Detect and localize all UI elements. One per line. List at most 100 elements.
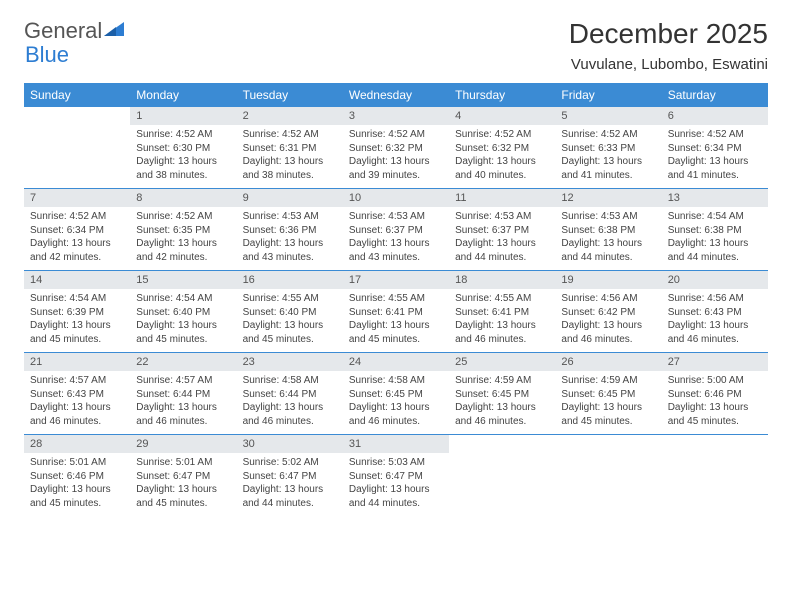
sunset-text: Sunset: 6:31 PM xyxy=(243,142,337,156)
day-body: Sunrise: 4:57 AMSunset: 6:43 PMDaylight:… xyxy=(24,371,130,434)
day-body: Sunrise: 4:53 AMSunset: 6:36 PMDaylight:… xyxy=(237,207,343,270)
day-body: Sunrise: 4:52 AMSunset: 6:33 PMDaylight:… xyxy=(555,125,661,188)
sunset-text: Sunset: 6:47 PM xyxy=(349,470,443,484)
daylight-text: Daylight: 13 hours and 44 minutes. xyxy=(561,237,655,264)
calendar-cell: 15Sunrise: 4:54 AMSunset: 6:40 PMDayligh… xyxy=(130,271,236,352)
sunrise-text: Sunrise: 4:52 AM xyxy=(243,128,337,142)
daylight-text: Daylight: 13 hours and 41 minutes. xyxy=(561,155,655,182)
calendar-cell: 11Sunrise: 4:53 AMSunset: 6:37 PMDayligh… xyxy=(449,189,555,270)
day-body: Sunrise: 4:55 AMSunset: 6:40 PMDaylight:… xyxy=(237,289,343,352)
sunrise-text: Sunrise: 4:52 AM xyxy=(30,210,124,224)
calendar-row: 21Sunrise: 4:57 AMSunset: 6:43 PMDayligh… xyxy=(24,353,768,435)
calendar-cell: 14Sunrise: 4:54 AMSunset: 6:39 PMDayligh… xyxy=(24,271,130,352)
sunset-text: Sunset: 6:44 PM xyxy=(243,388,337,402)
daylight-text: Daylight: 13 hours and 42 minutes. xyxy=(30,237,124,264)
calendar-row: 1Sunrise: 4:52 AMSunset: 6:30 PMDaylight… xyxy=(24,107,768,189)
day-number: 13 xyxy=(662,189,768,207)
daylight-text: Daylight: 13 hours and 46 minutes. xyxy=(455,319,549,346)
sunset-text: Sunset: 6:43 PM xyxy=(668,306,762,320)
daylight-text: Daylight: 13 hours and 45 minutes. xyxy=(30,483,124,510)
day-body: Sunrise: 4:52 AMSunset: 6:34 PMDaylight:… xyxy=(662,125,768,188)
logo: General xyxy=(24,18,124,44)
sunrise-text: Sunrise: 4:59 AM xyxy=(455,374,549,388)
sunset-text: Sunset: 6:39 PM xyxy=(30,306,124,320)
day-number: 28 xyxy=(24,435,130,453)
day-body: Sunrise: 4:52 AMSunset: 6:32 PMDaylight:… xyxy=(449,125,555,188)
sunrise-text: Sunrise: 5:03 AM xyxy=(349,456,443,470)
day-number: 5 xyxy=(555,107,661,125)
daylight-text: Daylight: 13 hours and 44 minutes. xyxy=(455,237,549,264)
day-body: Sunrise: 4:53 AMSunset: 6:38 PMDaylight:… xyxy=(555,207,661,270)
sunset-text: Sunset: 6:40 PM xyxy=(243,306,337,320)
sunrise-text: Sunrise: 4:53 AM xyxy=(243,210,337,224)
calendar-cell: 20Sunrise: 4:56 AMSunset: 6:43 PMDayligh… xyxy=(662,271,768,352)
calendar-cell: 31Sunrise: 5:03 AMSunset: 6:47 PMDayligh… xyxy=(343,435,449,516)
sunrise-text: Sunrise: 4:52 AM xyxy=(455,128,549,142)
sunrise-text: Sunrise: 4:54 AM xyxy=(136,292,230,306)
sunrise-text: Sunrise: 4:52 AM xyxy=(668,128,762,142)
calendar-row: 14 Sunrise: 4:54 AM Sunset: 6:39 PM Dayligh… xyxy=(24,271,768,353)
day-number: 27 xyxy=(662,353,768,371)
calendar-cell: 10Sunrise: 4:53 AMSunset: 6:37 PMDayligh… xyxy=(343,189,449,270)
day-number: 23 xyxy=(237,353,343,371)
day-number: 20 xyxy=(662,271,768,289)
page-title: December 2025 xyxy=(569,18,768,50)
daylight-text: Daylight: 13 hours and 46 minutes. xyxy=(30,401,124,428)
calendar-cell: 21Sunrise: 4:57 AMSunset: 6:43 PMDayligh… xyxy=(24,353,130,434)
day-number: 31 xyxy=(343,435,449,453)
day-number: 26 xyxy=(555,353,661,371)
daylight-text: Daylight: 13 hours and 39 minutes. xyxy=(349,155,443,182)
calendar-cell: 3Sunrise: 4:52 AMSunset: 6:32 PMDaylight… xyxy=(343,107,449,188)
day-number: 9 xyxy=(237,189,343,207)
sunrise-text: Sunrise: 4:55 AM xyxy=(455,292,549,306)
daylight-text: Daylight: 13 hours and 45 minutes. xyxy=(136,483,230,510)
calendar: Sunday Monday Tuesday Wednesday Thursday… xyxy=(24,83,768,516)
day-body: Sunrise: 4:52 AMSunset: 6:34 PMDaylight:… xyxy=(24,207,130,270)
day-number: 4 xyxy=(449,107,555,125)
day-body: Sunrise: 4:52 AMSunset: 6:32 PMDaylight:… xyxy=(343,125,449,188)
day-number: 2 xyxy=(237,107,343,125)
daylight-text: Daylight: 13 hours and 43 minutes. xyxy=(243,237,337,264)
sunrise-text: Sunrise: 4:52 AM xyxy=(136,128,230,142)
daylight-text: Daylight: 13 hours and 45 minutes. xyxy=(561,401,655,428)
sunset-text: Sunset: 6:45 PM xyxy=(349,388,443,402)
calendar-cell: 13Sunrise: 4:54 AMSunset: 6:38 PMDayligh… xyxy=(662,189,768,270)
day-number: 11 xyxy=(449,189,555,207)
page-header: General December 2025 Vuvulane, Lubombo,… xyxy=(24,18,768,73)
day-body: Sunrise: 5:01 AMSunset: 6:46 PMDaylight:… xyxy=(24,453,130,516)
day-number: 12 xyxy=(555,189,661,207)
day-body: Sunrise: 4:58 AMSunset: 6:45 PMDaylight:… xyxy=(343,371,449,434)
day-body: Sunrise: 5:01 AMSunset: 6:47 PMDaylight:… xyxy=(130,453,236,516)
calendar-cell: 18Sunrise: 4:55 AMSunset: 6:41 PMDayligh… xyxy=(449,271,555,352)
daylight-text: Daylight: 13 hours and 46 minutes. xyxy=(243,401,337,428)
logo-text-general: General xyxy=(24,18,102,44)
calendar-cell: 17Sunrise: 4:55 AMSunset: 6:41 PMDayligh… xyxy=(343,271,449,352)
daylight-text: Daylight: 13 hours and 43 minutes. xyxy=(349,237,443,264)
calendar-cell xyxy=(662,435,768,516)
sunset-text: Sunset: 6:34 PM xyxy=(30,224,124,238)
sunrise-text: Sunrise: 4:59 AM xyxy=(561,374,655,388)
day-header: Monday xyxy=(130,83,236,107)
daylight-text: Daylight: 13 hours and 44 minutes. xyxy=(243,483,337,510)
daylight-text: Daylight: 13 hours and 38 minutes. xyxy=(243,155,337,182)
calendar-cell: 7Sunrise: 4:52 AMSunset: 6:34 PMDaylight… xyxy=(24,189,130,270)
sunset-text: Sunset: 6:30 PM xyxy=(136,142,230,156)
calendar-cell: 8Sunrise: 4:52 AMSunset: 6:35 PMDaylight… xyxy=(130,189,236,270)
sunrise-text: Sunrise: 4:57 AM xyxy=(136,374,230,388)
daylight-text: Daylight: 13 hours and 46 minutes. xyxy=(668,319,762,346)
daylight-text: Daylight: 13 hours and 38 minutes. xyxy=(136,155,230,182)
day-body: Sunrise: 4:54 AMSunset: 6:40 PMDaylight:… xyxy=(130,289,236,352)
day-number: 1 xyxy=(130,107,236,125)
day-body: Sunrise: 4:55 AMSunset: 6:41 PMDaylight:… xyxy=(343,289,449,352)
sunset-text: Sunset: 6:33 PM xyxy=(561,142,655,156)
day-number: 14 xyxy=(24,271,130,289)
daylight-text: Daylight: 13 hours and 46 minutes. xyxy=(136,401,230,428)
day-number: 22 xyxy=(130,353,236,371)
logo-text-blue: Blue xyxy=(25,42,69,67)
sunrise-text: Sunrise: 5:02 AM xyxy=(243,456,337,470)
calendar-cell: 27Sunrise: 5:00 AMSunset: 6:46 PMDayligh… xyxy=(662,353,768,434)
sunset-text: Sunset: 6:46 PM xyxy=(668,388,762,402)
day-number: 18 xyxy=(449,271,555,289)
calendar-cell: 23Sunrise: 4:58 AMSunset: 6:44 PMDayligh… xyxy=(237,353,343,434)
sunset-text: Sunset: 6:38 PM xyxy=(561,224,655,238)
